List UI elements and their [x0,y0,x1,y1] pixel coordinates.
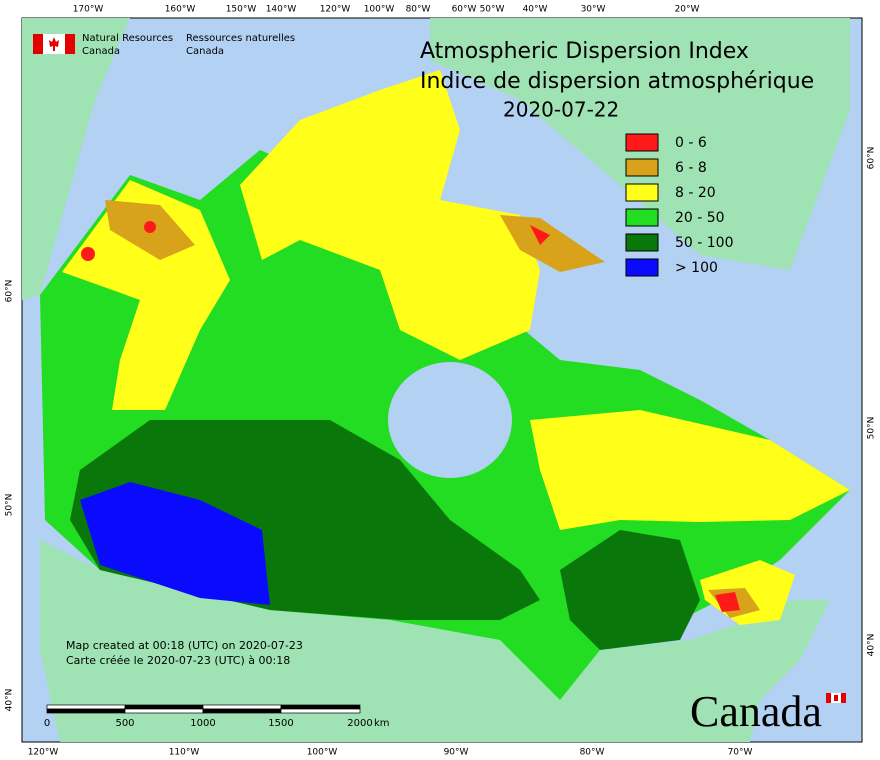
adi-zones [40,70,850,700]
note: Map created at 00:18 (UTC) on 2020-07-23 [66,639,303,652]
legend-swatch [625,158,659,177]
scale-label: 1000 [190,718,215,729]
prairie-blue [80,482,270,605]
maple-leaf [834,695,838,701]
flag-bar [65,34,75,54]
legend-label: > 100 [675,260,718,276]
legend-label: 0 - 6 [675,135,707,151]
graticule-label: 100°W [307,748,338,758]
legend-label: 50 - 100 [675,235,734,251]
graticule-label: 80°W [580,748,605,758]
graticule-label: 50°W [480,5,505,15]
arctic-islands [240,70,540,360]
agency-en: Natural Resources [82,33,173,44]
graticule-label: 140°W [266,5,297,15]
agency-en: Canada [82,46,120,57]
graticule-label: 50°N [867,417,877,440]
graticule-label: 100°W [364,5,395,15]
graticule: 170°W 160°W 150°W 140°W 120°W 100°W 80°W 60°W 50… [5,5,877,758]
maritimes-red [715,592,740,612]
legend-label: 8 - 20 [675,185,716,201]
scale-segment [202,704,282,710]
scale-segment [46,708,126,714]
date: 2020-07-22 [503,98,619,122]
legend-swatch [625,233,659,252]
graticule-label: 90°W [444,748,469,758]
scale-segment [280,708,361,714]
legend: 0 - 6 6 - 8 8 - 20 20 - 50 50 - 100 > 100 [625,133,734,277]
graticule-label: 20°W [675,5,700,15]
graticule-label: 70°W [728,748,753,758]
wordmark-flag [826,693,846,703]
agency-fr: Canada [186,46,224,57]
graticule-label: 120°W [320,5,351,15]
graticule-label: 60°W [452,5,477,15]
baffin-red [530,225,550,245]
title: Indice de dispersion atmosphérique [420,69,814,94]
quebec-yellow [530,410,850,530]
graticule-label: 60°N [867,147,877,170]
legend-label: 20 - 50 [675,210,725,226]
scale-segment [124,704,204,710]
scale-label: 2000 [347,718,372,729]
graticule-label: 40°W [523,5,548,15]
graticule-label: 30°W [581,5,606,15]
graticule-label: 40°N [867,634,877,657]
flag-bar [841,693,846,703]
graticule-label: 150°W [226,5,257,15]
scale-label: 1500 [268,718,293,729]
graticule-label: 50°N [5,494,15,517]
flag-bar [33,34,43,54]
graticule-label: 160°W [165,5,196,15]
scale-bar: 0 500 1000 1500 2000 km [44,704,390,729]
graticule-label: 60°N [5,280,15,303]
title: Atmospheric Dispersion Index [420,39,749,64]
legend-swatch [625,183,659,202]
hudson-bay [388,362,512,478]
scale-label: 0 [44,718,50,729]
maple-leaf [49,37,59,51]
baffin-north [500,215,605,272]
flag-bar [826,693,831,703]
legend-swatch [625,208,659,227]
graticule-label: 170°W [73,5,104,15]
scale-label: 500 [115,718,134,729]
scale-segment [124,708,204,714]
scale-segment [202,708,282,714]
scale-segment [280,704,361,710]
legend-swatch [625,133,659,152]
nrcan-logo: Natural Resources Canada Ressources natu… [33,33,295,57]
note: Carte créée le 2020-07-23 (UTC) à 00:18 [66,654,290,667]
legend-label: 6 - 8 [675,160,707,176]
hotspot [144,221,156,233]
usa [40,540,830,742]
scale-unit: km [374,718,390,729]
wordmark: Canada [690,687,822,736]
hotspot [81,247,95,261]
graticule-label: 40°N [5,689,15,712]
arctic-north [290,110,330,160]
east-dark [560,530,700,650]
scale-segment [46,704,126,710]
graticule-label: 120°W [28,748,59,758]
alaska [22,18,130,300]
graticule-label: 110°W [169,748,200,758]
agency-fr: Ressources naturelles [186,33,295,44]
legend-swatch [625,258,659,277]
graticule-label: 80°W [406,5,431,15]
